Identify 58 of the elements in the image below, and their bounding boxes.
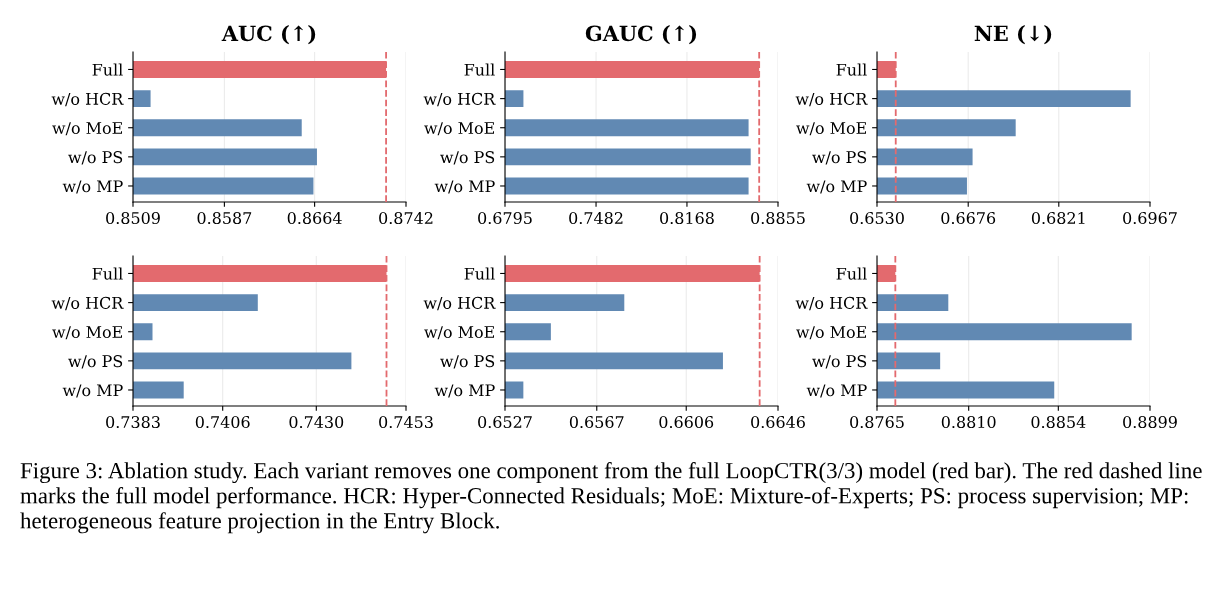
x-tick-label: 0.6527 — [478, 416, 532, 429]
y-tick-label: Full — [836, 267, 867, 280]
chart-title: AUC (↑) — [221, 25, 316, 45]
x-tick-label: 0.8742 — [379, 212, 433, 225]
y-tick-label: w/o MoE — [796, 326, 866, 340]
chart-title: NE (↓) — [974, 25, 1052, 45]
y-tick-label: w/o MP — [434, 180, 495, 194]
y-tick-label: Full — [836, 63, 867, 76]
y-tick-label: w/o PS — [68, 151, 123, 165]
chart-title: GAUC (↑) — [585, 25, 697, 45]
x-tick-label: 0.7453 — [379, 416, 433, 429]
y-tick-label: w/o PS — [812, 151, 867, 165]
x-tick-label: 0.8854 — [1031, 416, 1086, 429]
x-tick-label: 0.6606 — [659, 416, 714, 429]
x-tick-label: 0.6530 — [850, 212, 904, 225]
y-tick-label: Full — [464, 63, 495, 76]
y-tick-label: Full — [92, 63, 123, 76]
y-tick-label: w/o HCR — [423, 92, 496, 107]
x-tick-label: 0.6821 — [1031, 212, 1085, 225]
y-tick-label: Full — [464, 267, 495, 280]
y-tick-label: w/o HCR — [795, 296, 868, 311]
y-tick-label: w/o PS — [68, 355, 123, 369]
x-tick-label: 0.8855 — [751, 212, 805, 225]
y-tick-label: w/o MP — [62, 384, 123, 398]
x-tick-label: 0.8765 — [850, 416, 904, 429]
y-tick-label: w/o HCR — [423, 296, 496, 311]
x-tick-label: 0.7406 — [195, 416, 250, 429]
y-tick-label: w/o HCR — [795, 92, 868, 107]
x-tick-label: 0.8168 — [660, 212, 714, 225]
y-tick-label: Full — [92, 267, 123, 280]
y-tick-label: w/o MP — [806, 180, 867, 194]
y-tick-label: w/o MP — [62, 180, 123, 194]
y-tick-label: w/o PS — [440, 151, 495, 165]
x-tick-label: 0.8509 — [106, 212, 160, 225]
x-tick-label: 0.7482 — [569, 212, 623, 225]
x-tick-label: 0.6646 — [751, 416, 805, 429]
x-tick-label: 0.6567 — [569, 416, 624, 429]
y-tick-label: w/o MP — [806, 384, 867, 398]
x-tick-label: 0.8664 — [287, 212, 342, 225]
y-tick-label: w/o MoE — [424, 326, 494, 340]
x-tick-label: 0.8587 — [197, 212, 252, 225]
y-tick-label: w/o MP — [434, 384, 495, 398]
y-tick-label: w/o PS — [440, 355, 495, 369]
y-tick-label: w/o MoE — [52, 122, 122, 136]
caption: Figure 3: Ablation study. Each variant removes one component from the full LoopCTR(3/3) model (red bar). The red dashed line marks the full model performance. HCR: Hyper-Connected Residuals; MoE: Mixture-of-Experts; PS: process supervision; MP: heterogeneous feature projection in the Entry Block. — [20, 462, 1202, 534]
x-tick-label: 0.6676 — [941, 212, 996, 225]
y-tick-label: w/o MoE — [52, 326, 122, 340]
y-tick-label: w/o MoE — [424, 122, 494, 136]
y-tick-label: w/o HCR — [51, 92, 124, 107]
x-tick-label: 0.8899 — [1123, 416, 1177, 429]
x-tick-label: 0.6967 — [1123, 212, 1177, 225]
x-tick-label: 0.7383 — [106, 416, 160, 429]
x-tick-label: 0.8810 — [941, 416, 996, 429]
y-tick-label: w/o HCR — [51, 296, 124, 311]
x-tick-label: 0.7430 — [289, 416, 344, 429]
y-tick-label: w/o MoE — [796, 122, 866, 136]
x-tick-label: 0.6795 — [478, 212, 532, 225]
y-tick-label: w/o PS — [812, 355, 867, 369]
